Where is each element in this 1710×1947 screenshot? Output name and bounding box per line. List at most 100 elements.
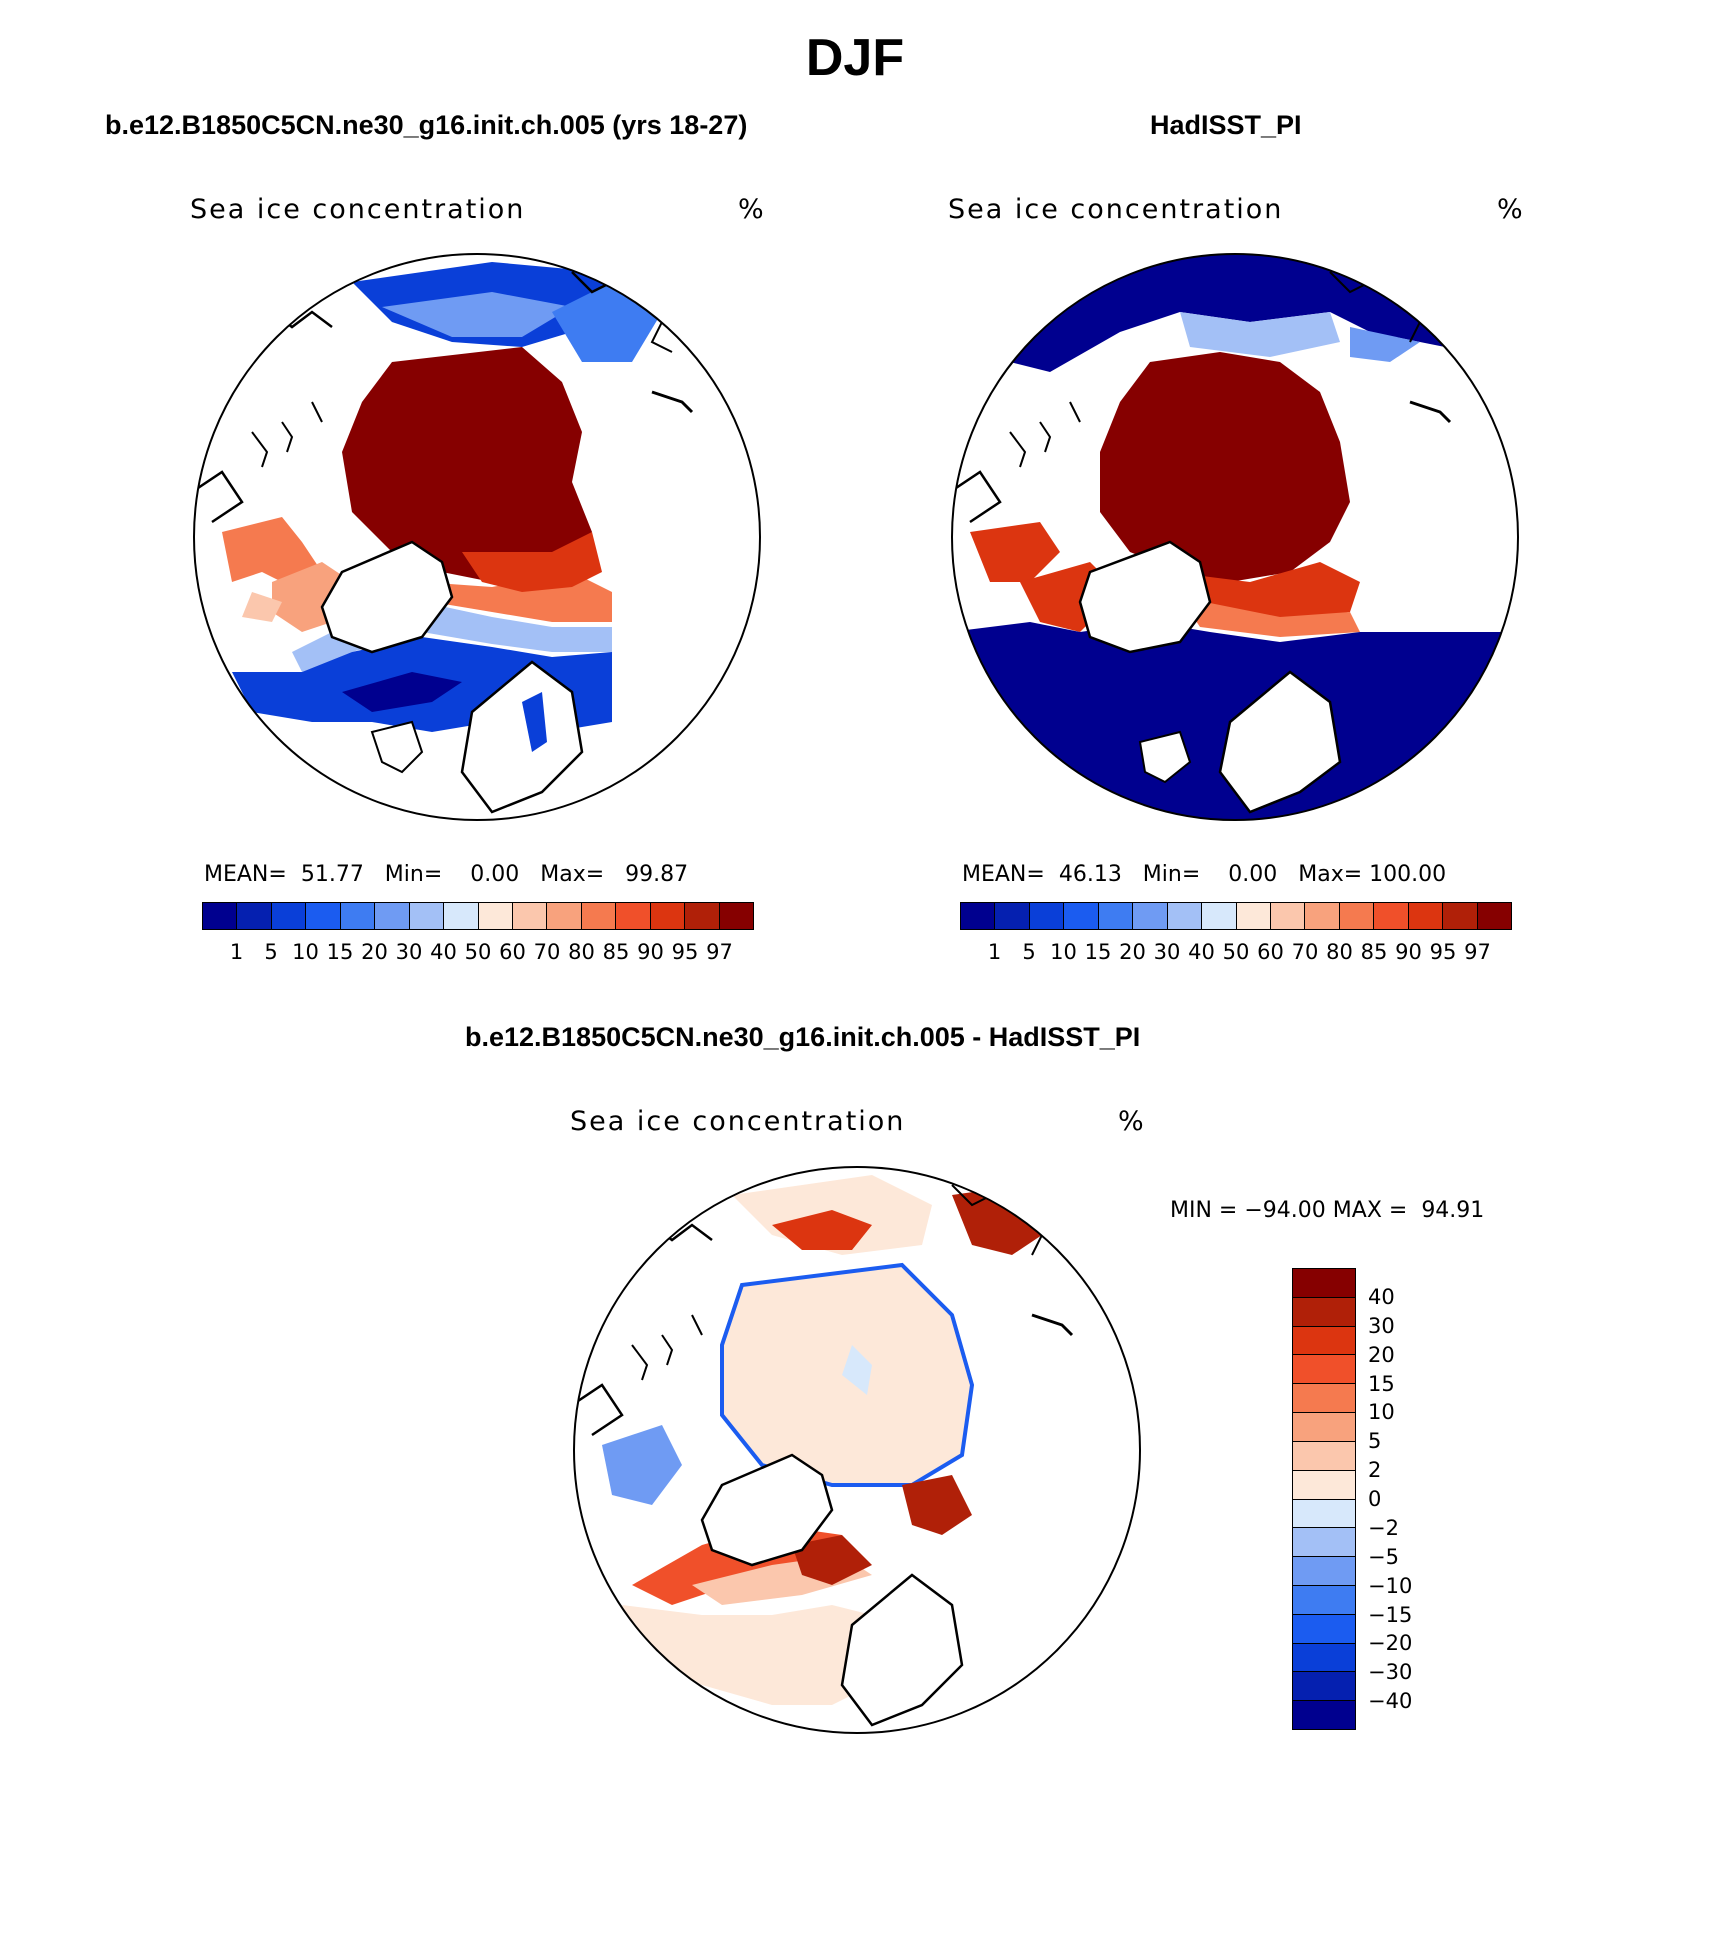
model-colorbar-tick-label: 15 <box>326 940 354 964</box>
diff-colorbar-tick-label: −5 <box>1368 1544 1399 1569</box>
obs-colorbar-tick-label: 90 <box>1395 940 1422 964</box>
model-colorbar-swatch <box>271 903 307 929</box>
obs-panel-title: HadISST_PI <box>1150 110 1302 140</box>
model-mean-value: 51.77 <box>300 862 364 887</box>
obs-colorbar-swatch <box>1374 903 1409 929</box>
model-central-arctic-ice <box>342 347 592 582</box>
diff-units-label: % <box>1118 1106 1146 1137</box>
diff-colorbar-swatch <box>1293 1470 1355 1500</box>
obs-colorbar-tick-label: 15 <box>1084 940 1112 964</box>
model-colorbar-swatch <box>581 903 617 929</box>
obs-colorbar <box>960 902 1512 930</box>
obs-polar-map <box>951 253 1519 821</box>
diff-colorbar-swatch <box>1293 1614 1355 1644</box>
page-title: DJF <box>805 29 905 87</box>
diff-colorbar-tick-label: 20 <box>1368 1342 1395 1367</box>
model-colorbar-swatch <box>203 903 238 929</box>
model-colorbar <box>202 902 754 930</box>
model-min-value: 0.00 <box>470 862 520 887</box>
diff-labrador-negative <box>602 1425 682 1505</box>
obs-labrador-ice <box>970 522 1060 582</box>
model-colorbar-swatch <box>340 903 376 929</box>
diff-colorbar-tick-label: −2 <box>1368 1515 1399 1540</box>
obs-min-label: Min= <box>1142 862 1201 887</box>
model-min-label: Min= <box>384 862 443 887</box>
diff-colorbar-swatch <box>1293 1585 1355 1615</box>
diff-panel-title: b.e12.B1850C5CN.ne30_g16.init.ch.005 - H… <box>465 1022 1141 1052</box>
model-colorbar-tick-label: 80 <box>568 940 595 964</box>
model-stats: MEAN= 51.77 Min= 0.00 Max= 99.87 <box>204 862 688 887</box>
obs-units-label: % <box>1497 194 1525 225</box>
model-panel-title: b.e12.B1850C5CN.ne30_g16.init.ch.005 (yr… <box>105 110 748 140</box>
diff-colorbar-tick-label: 30 <box>1368 1313 1395 1338</box>
obs-colorbar-ticks: 1 5 10 15 20 30 40 50 60 70 80 85 90 95 97 <box>960 940 1512 966</box>
model-colorbar-tick-label: 60 <box>499 940 526 964</box>
model-units-label: % <box>738 194 766 225</box>
obs-colorbar-tick-label: 30 <box>1153 940 1181 964</box>
diff-colorbar-tick-label: 2 <box>1368 1458 1382 1483</box>
obs-stats: MEAN= 46.13 Min= 0.00 Max= 100.00 <box>962 862 1446 887</box>
model-colorbar-tick-label: 50 <box>464 940 492 964</box>
obs-colorbar-tick-label: 70 <box>1291 940 1319 964</box>
obs-colorbar-swatch <box>1477 903 1511 929</box>
diff-colorbar-swatch <box>1293 1701 1355 1729</box>
obs-colorbar-tick-label: 1 <box>987 940 1002 964</box>
model-colorbar-tick-label: 90 <box>637 940 664 964</box>
model-colorbar-tick-label: 85 <box>602 940 630 964</box>
diff-field-label: Sea ice concentration <box>570 1106 906 1137</box>
obs-field-label: Sea ice concentration <box>948 194 1284 225</box>
obs-greenland-land <box>1078 540 1212 654</box>
obs-colorbar-tick-label: 97 <box>1464 940 1491 964</box>
model-colorbar-tick-label: 30 <box>395 940 423 964</box>
model-colorbar-tick-label: 70 <box>533 940 561 964</box>
model-colorbar-tick-label: 10 <box>292 940 319 964</box>
diff-colorbar-swatch <box>1293 1643 1355 1673</box>
diff-colorbar-tick-label: −30 <box>1368 1660 1413 1685</box>
diff-colorbar <box>1292 1268 1356 1730</box>
model-colorbar-swatch <box>547 903 582 929</box>
obs-colorbar-swatch <box>1064 903 1099 929</box>
diff-colorbar-swatch <box>1293 1384 1355 1414</box>
model-colorbar-ticks: 1 5 10 15 20 30 40 50 60 70 80 85 90 95 97 <box>202 940 754 966</box>
model-colorbar-swatch <box>375 903 410 929</box>
model-colorbar-swatch <box>650 903 686 929</box>
model-colorbar-swatch <box>444 903 479 929</box>
obs-colorbar-tick-label: 10 <box>1050 940 1077 964</box>
model-colorbar-tick-label: 5 <box>264 940 278 964</box>
model-colorbar-swatch <box>512 903 548 929</box>
diff-colorbar-swatch <box>1293 1499 1355 1529</box>
obs-colorbar-tick-label: 50 <box>1222 940 1250 964</box>
diff-colorbar-swatch <box>1293 1297 1355 1327</box>
obs-colorbar-swatch <box>1029 903 1065 929</box>
obs-colorbar-tick-label: 80 <box>1326 940 1353 964</box>
diff-scandinavia-land <box>840 1573 964 1727</box>
obs-colorbar-tick-label: 20 <box>1119 940 1146 964</box>
obs-colorbar-tick-label: 40 <box>1188 940 1215 964</box>
obs-max-value: 100.00 <box>1369 862 1447 887</box>
obs-colorbar-tick-label: 85 <box>1360 940 1388 964</box>
diff-colorbar-tick-label: −10 <box>1368 1573 1413 1598</box>
model-scandinavia-land <box>460 660 584 814</box>
model-polar-map <box>193 253 761 821</box>
obs-colorbar-swatch <box>1236 903 1271 929</box>
model-colorbar-swatch <box>616 903 651 929</box>
model-colorbar-tick-label: 95 <box>671 940 699 964</box>
diff-colorbar-tick-label: −20 <box>1368 1631 1413 1656</box>
diff-colorbar-tick-label: 15 <box>1368 1371 1395 1396</box>
diff-colorbar-swatch <box>1293 1269 1355 1298</box>
diff-stats: MIN = −94.00 MAX = 94.91 <box>1170 1198 1484 1223</box>
obs-colorbar-tick-label: 5 <box>1022 940 1036 964</box>
diff-colorbar-ticks: 40 30 20 15 10 5 2 0 −2 −5 −10 −15 −20 −30 −40 <box>1368 1268 1448 1730</box>
diff-colorbar-swatch <box>1293 1413 1355 1442</box>
obs-colorbar-swatch <box>1408 903 1444 929</box>
model-colorbar-tick-label: 97 <box>706 940 733 964</box>
diff-colorbar-tick-label: −40 <box>1368 1689 1413 1714</box>
diff-greenland-land <box>700 1453 834 1567</box>
diff-colorbar-swatch <box>1293 1355 1355 1385</box>
diff-colorbar-swatch <box>1293 1672 1355 1702</box>
obs-scandinavia-land <box>1218 670 1342 814</box>
model-colorbar-swatch <box>306 903 341 929</box>
obs-central-arctic-ice <box>1100 352 1350 582</box>
model-colorbar-tick-label: 40 <box>430 940 457 964</box>
diff-barents-positive <box>902 1475 972 1535</box>
